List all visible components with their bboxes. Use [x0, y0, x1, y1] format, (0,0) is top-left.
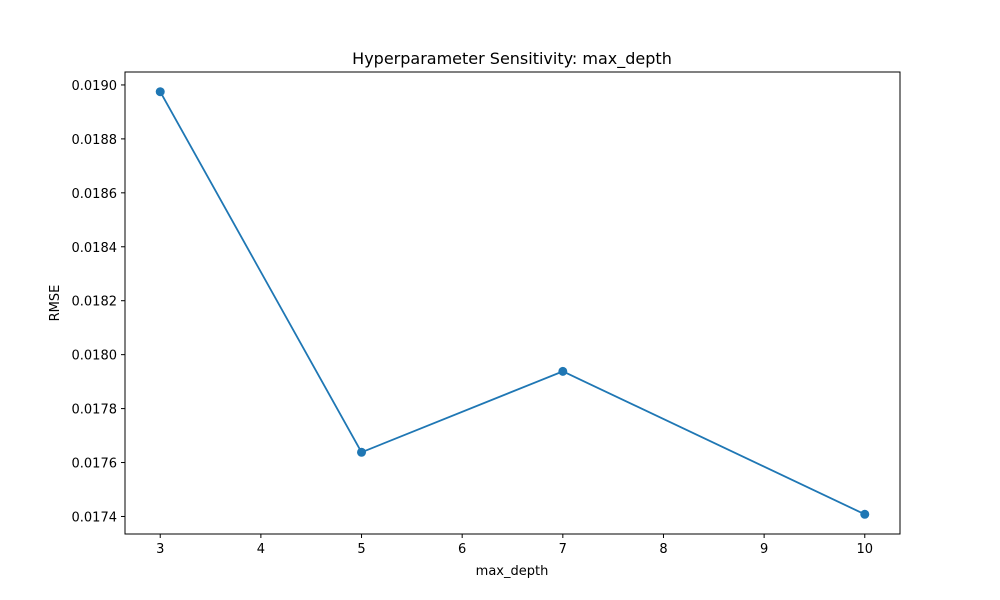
y-tick-label: 0.0174: [72, 510, 118, 525]
x-axis-label: max_depth: [476, 564, 549, 579]
x-tick-label: 9: [760, 542, 768, 557]
x-tick-label: 10: [856, 542, 873, 557]
y-tick-label: 0.0182: [72, 295, 118, 310]
series-line: [159, 91, 866, 516]
y-tick-label: 0.0180: [72, 349, 118, 364]
x-tick-label: 3: [156, 542, 164, 557]
y-axis-label: RMSE: [48, 285, 63, 322]
data-point: [860, 509, 870, 519]
x-tick-label: 5: [357, 542, 365, 557]
y-tick-label: 0.0176: [72, 457, 118, 472]
y-tick-label: 0.0188: [72, 133, 118, 148]
data-point: [155, 87, 165, 97]
x-tick-label: 6: [458, 542, 466, 557]
x-tick-label: 8: [659, 542, 667, 557]
data-point: [357, 447, 367, 457]
plot-area: 3 4 5 6 7 8 9 10 0.0174 0.0176 0.0178 0.0180 0.0182 0…: [72, 79, 874, 557]
y-tick-label: 0.0184: [72, 241, 118, 256]
y-tick-label: 0.0186: [72, 187, 118, 202]
plot-frame: [124, 71, 901, 535]
x-tick-label: 7: [559, 542, 567, 557]
y-tick-label: 0.0178: [72, 403, 118, 418]
y-tick-label: 0.0190: [72, 79, 118, 94]
x-tick-label: 4: [257, 542, 265, 557]
chart-title: Hyperparameter Sensitivity: max_depth: [352, 49, 672, 69]
data-point: [558, 366, 568, 376]
